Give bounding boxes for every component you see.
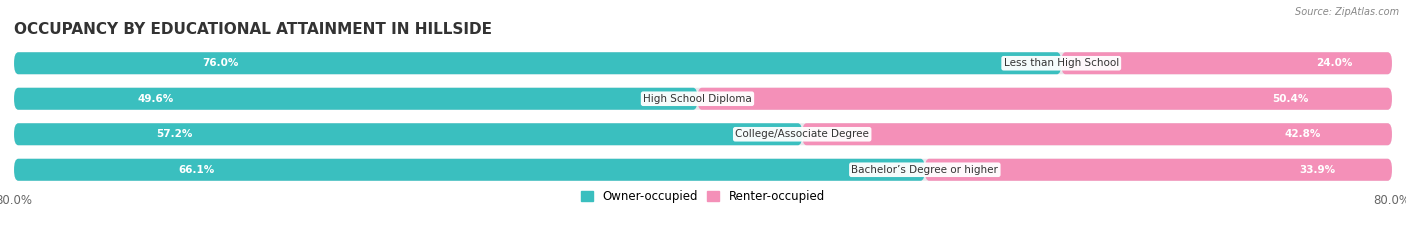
FancyBboxPatch shape <box>14 159 1392 181</box>
Text: Less than High School: Less than High School <box>1004 58 1119 68</box>
Legend: Owner-occupied, Renter-occupied: Owner-occupied, Renter-occupied <box>581 190 825 203</box>
FancyBboxPatch shape <box>14 88 697 110</box>
FancyBboxPatch shape <box>697 88 1392 110</box>
FancyBboxPatch shape <box>14 52 1392 74</box>
FancyBboxPatch shape <box>14 88 1392 110</box>
Text: 57.2%: 57.2% <box>156 129 193 139</box>
FancyBboxPatch shape <box>925 159 1392 181</box>
FancyBboxPatch shape <box>14 52 1062 74</box>
FancyBboxPatch shape <box>803 123 1392 145</box>
FancyBboxPatch shape <box>14 123 803 145</box>
Text: 76.0%: 76.0% <box>202 58 239 68</box>
Text: 50.4%: 50.4% <box>1272 94 1309 104</box>
Text: High School Diploma: High School Diploma <box>643 94 752 104</box>
Text: 66.1%: 66.1% <box>179 165 214 175</box>
FancyBboxPatch shape <box>14 123 1392 145</box>
Text: 49.6%: 49.6% <box>136 94 173 104</box>
Text: 42.8%: 42.8% <box>1285 129 1322 139</box>
Text: 24.0%: 24.0% <box>1316 58 1353 68</box>
Text: Source: ZipAtlas.com: Source: ZipAtlas.com <box>1295 7 1399 17</box>
Text: Bachelor’s Degree or higher: Bachelor’s Degree or higher <box>852 165 998 175</box>
Text: College/Associate Degree: College/Associate Degree <box>735 129 869 139</box>
Text: OCCUPANCY BY EDUCATIONAL ATTAINMENT IN HILLSIDE: OCCUPANCY BY EDUCATIONAL ATTAINMENT IN H… <box>14 22 492 37</box>
Text: 33.9%: 33.9% <box>1299 165 1336 175</box>
FancyBboxPatch shape <box>14 159 925 181</box>
FancyBboxPatch shape <box>1062 52 1392 74</box>
